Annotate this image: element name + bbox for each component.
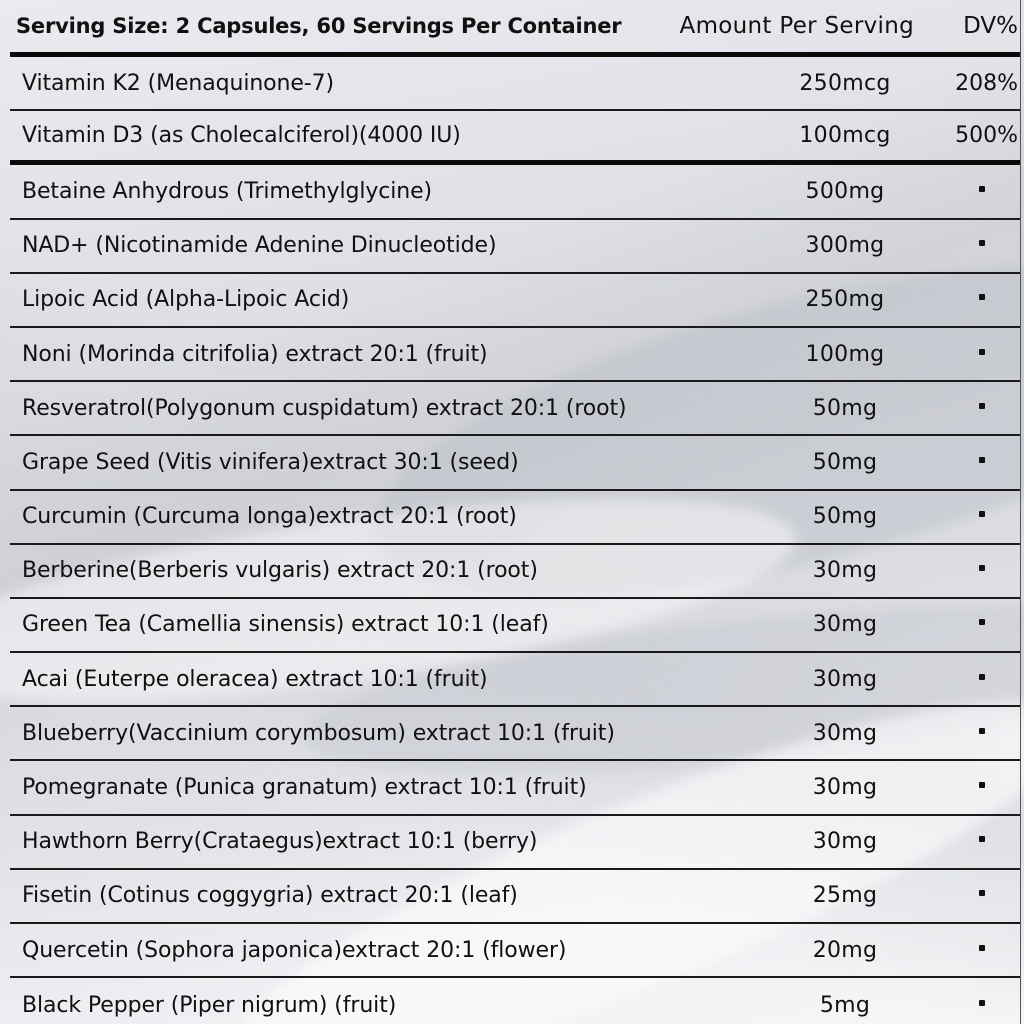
ingredient-dv [940,829,1020,854]
ingredient-dv [940,558,1020,583]
ingredient-name: Resveratrol(Polygonum cuspidatum) extrac… [22,395,627,421]
ingredient-dv [940,993,1020,1018]
ingredient-dv: 208% [955,70,1018,96]
ingredient-amount: 250mg [805,287,885,313]
table-row-vitamin: Vitamin K2 (Menaquinone-7) 250mcg 208% [10,57,1020,112]
ingredient-amount: 250mcg [799,70,891,96]
no-daily-value-dot-icon [979,294,985,301]
ingredient-amount: 30mg [812,775,878,801]
serving-size-info: Serving Size: 2 Capsules, 60 Servings Pe… [16,14,622,38]
ingredient-amount: 500mg [805,178,885,204]
ingredient-amount: 30mg [812,720,878,746]
ingredient-amount: 20mg [812,937,878,963]
no-daily-value-dot-icon [979,836,985,843]
dv-column-header: DV% [963,13,1018,39]
ingredient-amount: 30mg [812,666,878,692]
table-row-vitamin: Vitamin D3 (as Cholecalciferol)(4000 IU)… [10,111,1020,166]
no-daily-value-dot-icon [979,240,985,247]
ingredient-dv [940,883,1020,908]
no-daily-value-dot-icon [979,511,985,518]
ingredient-name: Vitamin D3 (as Cholecalciferol)(4000 IU) [22,123,461,149]
ingredient-dv [940,612,1020,637]
ingredient-amount: 100mcg [799,123,891,149]
ingredient-dv [940,342,1020,367]
supplement-facts-table: Serving Size: 2 Capsules, 60 Servings Pe… [10,0,1021,1024]
ingredient-name: Fisetin (Cotinus coggygria) extract 20:1… [22,883,518,909]
table-row: Hawthorn Berry(Crataegus)extract 10:1 (b… [10,816,1020,870]
ingredient-dv [940,504,1020,529]
ingredient-amount: 300mg [805,233,885,259]
ingredient-dv [940,450,1020,475]
ingredient-amount: 30mg [812,558,878,584]
ingredient-name: Noni (Morinda citrifolia) extract 20:1 (… [22,341,488,367]
no-daily-value-dot-icon [979,999,985,1006]
amount-column-header: Amount Per Serving [679,13,914,39]
no-daily-value-dot-icon [979,782,985,789]
ingredient-name: Vitamin K2 (Menaquinone-7) [22,70,335,96]
ingredient-name: Pomegranate (Punica granatum) extract 10… [22,775,587,801]
table-row: Black Pepper (Piper nigrum) (fruit) 5mg [10,978,1020,1024]
ingredient-amount: 25mg [812,883,878,909]
ingredient-name: Grape Seed (Vitis vinifera)extract 30:1 … [22,449,519,475]
table-row: Berberine(Berberis vulgaris) extract 20:… [10,545,1020,599]
ingredient-amount: 50mg [812,504,878,530]
table-row: Pomegranate (Punica granatum) extract 10… [10,761,1020,816]
ingredient-dv [940,938,1020,963]
ingredient-amount: 50mg [812,449,878,475]
ingredient-name: Curcumin (Curcuma longa)extract 20:1 (ro… [22,504,517,530]
ingredient-dv [940,287,1020,312]
ingredient-amount: 50mg [812,395,878,421]
table-row: Green Tea (Camellia sinensis) extract 10… [10,599,1020,654]
table-header: Serving Size: 2 Capsules, 60 Servings Pe… [10,0,1020,57]
no-daily-value-dot-icon [979,619,985,626]
no-daily-value-dot-icon [979,727,985,734]
ingredient-dv [940,721,1020,746]
ingredient-dv [940,396,1020,421]
table-row: Blueberry(Vaccinium corymbosum) extract … [10,707,1020,762]
table-row: Curcumin (Curcuma longa)extract 20:1 (ro… [10,491,1020,545]
ingredient-name: Berberine(Berberis vulgaris) extract 20:… [22,558,538,584]
table-row: Resveratrol(Polygonum cuspidatum) extrac… [10,382,1020,437]
no-daily-value-dot-icon [979,185,985,192]
table-row: NAD+ (Nicotinamide Adenine Dinucleotide)… [10,220,1020,274]
no-daily-value-dot-icon [979,890,985,897]
ingredient-name: Quercetin (Sophora japonica)extract 20:1… [22,937,567,963]
ingredient-amount: 30mg [812,612,878,638]
table-row: Betaine Anhydrous (Trimethylglycine) 500m… [10,165,1020,220]
ingredient-name: Lipoic Acid (Alpha-Lipoic Acid) [22,287,350,313]
ingredient-dv [940,179,1020,204]
ingredient-name: NAD+ (Nicotinamide Adenine Dinucleotide) [22,233,497,259]
ingredient-name: Hawthorn Berry(Crataegus)extract 10:1 (b… [22,829,538,855]
ingredient-amount: 30mg [812,829,878,855]
ingredient-name: Black Pepper (Piper nigrum) (fruit) [22,992,397,1018]
no-daily-value-dot-icon [979,348,985,355]
no-daily-value-dot-icon [979,944,985,951]
ingredient-dv [940,775,1020,800]
ingredient-name: Betaine Anhydrous (Trimethylglycine) [22,178,433,204]
table-row: Quercetin (Sophora japonica)extract 20:1… [10,924,1020,979]
ingredient-dv [940,667,1020,692]
ingredient-list: Betaine Anhydrous (Trimethylglycine) 500m… [10,165,1020,1024]
table-row: Fisetin (Cotinus coggygria) extract 20:1… [10,870,1020,924]
table-row: Grape Seed (Vitis vinifera)extract 30:1 … [10,436,1020,491]
ingredient-name: Blueberry(Vaccinium corymbosum) extract … [22,720,615,746]
table-row: Noni (Morinda citrifolia) extract 20:1 (… [10,328,1020,383]
no-daily-value-dot-icon [979,456,985,463]
no-daily-value-dot-icon [979,565,985,572]
no-daily-value-dot-icon [979,402,985,409]
ingredient-dv [940,233,1020,258]
ingredient-dv: 500% [955,123,1018,149]
ingredient-amount: 100mg [805,341,885,367]
ingredient-amount: 5mg [819,992,871,1018]
table-row: Acai (Euterpe oleracea) extract 10:1 (fr… [10,653,1020,708]
ingredient-name: Acai (Euterpe oleracea) extract 10:1 (fr… [22,666,488,692]
ingredient-name: Green Tea (Camellia sinensis) extract 10… [22,612,549,638]
no-daily-value-dot-icon [979,673,985,680]
table-row: Lipoic Acid (Alpha-Lipoic Acid) 250mg [10,274,1020,328]
